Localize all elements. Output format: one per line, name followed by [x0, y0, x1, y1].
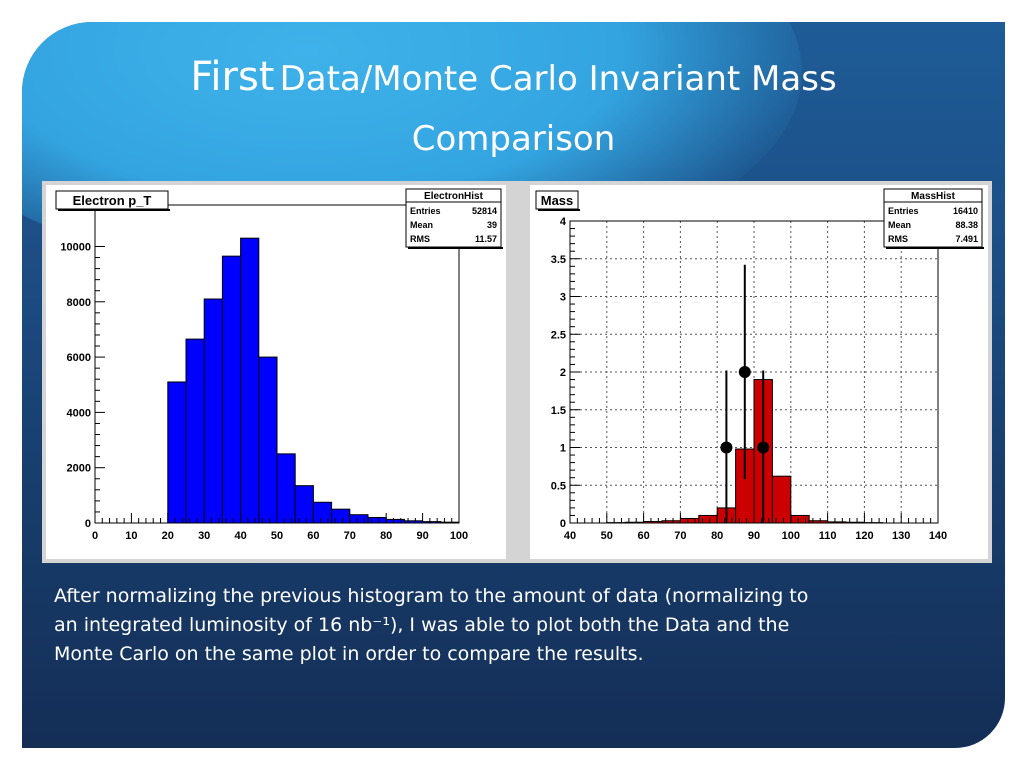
x-tick-label: 70 [674, 530, 686, 542]
caption: After normalizing the previous histogram… [54, 582, 984, 669]
y-tick-label: 2000 [67, 463, 91, 475]
mass-pad: 40 50 60 70 80 90 100 110 120 130 140 0 0.5 1 1.5 2 2.5 3… [530, 185, 988, 559]
y-tick-label: 2 [560, 367, 566, 379]
x-tick-label: 20 [162, 530, 174, 542]
stats-value: 7.491 [955, 234, 978, 244]
y-tick-label: 1.5 [551, 405, 566, 417]
stats-name: ElectronHist [424, 191, 484, 202]
electron-pt-chart: 0 10 20 30 40 50 60 70 80 90 100 0 2000 4000 6000 8000 1… [55, 188, 503, 542]
title-line1: Data/Monte Carlo Invariant Mass [279, 59, 837, 99]
histogram-bar [312, 501, 333, 524]
caption-line-1: After normalizing the previous histogram… [54, 585, 809, 607]
x-tick-label: 70 [344, 530, 356, 542]
mass-chart: 40 50 60 70 80 90 100 110 120 130 140 0 0.5 1 1.5 2 2.5 3… [535, 188, 984, 542]
x-tick-label: 120 [855, 530, 873, 542]
y-tick-label: 8000 [67, 297, 91, 309]
chart-panel: 0 10 20 30 40 50 60 70 80 90 100 0 2000 4000 6000 8000 1… [42, 181, 992, 563]
data-point [720, 441, 733, 454]
electron-pt-pad: 0 10 20 30 40 50 60 70 80 90 100 0 2000 4000 6000 8000 1… [46, 185, 506, 559]
y-tick-label: 2.5 [551, 329, 566, 341]
histogram-bar [679, 517, 700, 524]
stats-value: 52814 [472, 206, 497, 216]
y-tick-label: 0 [560, 518, 566, 530]
x-tick-label: 10 [125, 530, 137, 542]
y-tick-label: 1 [560, 443, 566, 455]
histogram-bar [349, 514, 369, 524]
x-tick-label: 140 [929, 530, 947, 542]
stats-box: MassHist Entries 16410 Mean 88.38 RMS 7.491 [883, 188, 984, 249]
x-tick-label: 80 [380, 530, 392, 542]
x-tick-label: 100 [450, 530, 468, 542]
caption-line-2: an integrated luminosity of 16 nb⁻¹), I … [54, 614, 790, 636]
slide-title: First Data/Monte Carlo Invariant Mass Co… [22, 50, 1005, 166]
slide: First Data/Monte Carlo Invariant Mass Co… [22, 22, 1005, 748]
chart-title: Electron p_T [73, 193, 152, 208]
title-line2: Comparison [411, 119, 616, 159]
y-tick-label: 4 [560, 216, 567, 228]
x-tick-label: 100 [782, 530, 800, 542]
histogram-bar [167, 381, 187, 524]
x-tick-label: 40 [564, 530, 576, 542]
stats-key: Mean [888, 220, 911, 230]
histogram-bar [294, 485, 314, 524]
x-tick-label: 80 [711, 530, 723, 542]
stats-name: MassHist [911, 191, 956, 202]
histogram-bar [790, 514, 810, 524]
stats-value: 11.57 [475, 234, 497, 244]
x-tick-label: 50 [271, 530, 283, 542]
histogram-bar [203, 298, 223, 524]
x-tick-label: 30 [198, 530, 210, 542]
x-tick-label: 50 [601, 530, 613, 542]
histogram-bar [185, 338, 205, 524]
x-tick-label: 90 [416, 530, 428, 542]
stats-key: RMS [888, 234, 908, 244]
x-tick-label: 0 [92, 530, 98, 542]
histogram-bar [698, 514, 718, 524]
histogram-bar [276, 453, 296, 524]
histogram-bar [240, 237, 260, 524]
stats-value: 88.38 [955, 220, 978, 230]
stats-key: RMS [410, 234, 430, 244]
histogram-bar [385, 518, 405, 524]
histogram-bar [331, 508, 351, 524]
x-tick-label: 60 [637, 530, 649, 542]
histogram-bar [367, 516, 387, 524]
x-tick-label: 130 [892, 530, 910, 542]
title-first: First [190, 54, 275, 100]
stats-key: Mean [410, 220, 433, 230]
stats-value: 39 [487, 220, 497, 230]
y-tick-label: 0 [85, 518, 91, 530]
y-tick-label: 4000 [67, 407, 91, 419]
data-point [738, 366, 751, 378]
y-tick-label: 10000 [60, 241, 91, 253]
x-tick-label: 110 [819, 530, 837, 542]
histogram-bar [258, 356, 278, 524]
stats-key: Entries [888, 206, 919, 216]
stats-key: Entries [410, 206, 441, 216]
y-tick-label: 0.5 [551, 480, 566, 492]
y-tick-label: 3.5 [551, 254, 566, 266]
x-tick-label: 40 [234, 530, 246, 542]
stats-value: 16410 [953, 206, 978, 216]
y-tick-label: 3 [560, 292, 566, 304]
data-point [757, 441, 770, 454]
chart-title-box: Electron p_T [55, 190, 170, 211]
histogram-bar [771, 475, 792, 524]
x-tick-label: 90 [748, 530, 760, 542]
y-tick-label: 6000 [67, 352, 91, 364]
stats-box: ElectronHist Entries 52814 Mean 39 RMS 11.57 [405, 188, 503, 249]
chart-title: Mass [541, 193, 574, 208]
x-tick-label: 60 [307, 530, 319, 542]
caption-line-3: Monte Carlo on the same plot in order to… [54, 643, 644, 665]
chart-title-box: Mass [535, 190, 580, 211]
histogram-bar [221, 255, 242, 524]
